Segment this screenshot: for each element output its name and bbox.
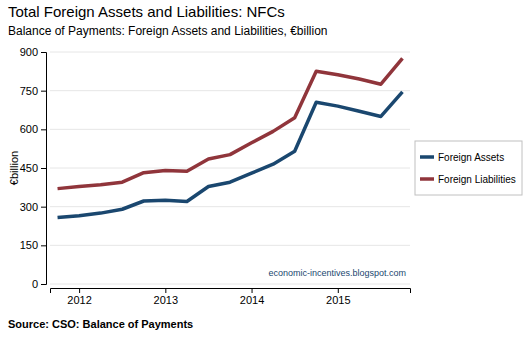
tick-mark <box>41 129 46 130</box>
x-tick: 2015 <box>326 288 350 306</box>
legend-swatch <box>420 177 434 181</box>
tick-label: 150 <box>20 239 38 251</box>
tick-label: 0 <box>32 278 38 290</box>
x-tick: 2012 <box>67 288 91 306</box>
y-tick: 750 <box>20 85 46 97</box>
y-tick: 0 <box>32 278 46 290</box>
tick-label: 450 <box>20 162 38 174</box>
grid-line <box>50 129 410 130</box>
grid-line <box>50 284 410 285</box>
y-tick: 300 <box>20 201 46 213</box>
tick-label: 300 <box>20 201 38 213</box>
tick-mark <box>79 288 80 293</box>
axis-line <box>41 53 47 285</box>
legend: Foreign Assets Foreign Liabilities <box>415 141 522 195</box>
annotation: economic-incentives.blogspot.com <box>268 268 406 278</box>
source: Source: CSO: Balance of Payments <box>8 318 193 330</box>
tick-mark <box>41 52 46 53</box>
tick-label: 2014 <box>240 294 264 306</box>
tick-mark <box>41 91 46 92</box>
grid-line <box>50 245 410 246</box>
tick-label: 750 <box>20 85 38 97</box>
tick-label: 900 <box>20 46 38 58</box>
legend-label: Foreign Liabilities <box>438 174 516 185</box>
tick-mark <box>165 288 166 293</box>
x-axis: 2012 2013 2014 2015 <box>51 288 411 306</box>
subtitle: Balance of Payments: Foreign Assets and … <box>8 24 328 38</box>
grid-line <box>50 206 410 207</box>
tick-label: 600 <box>20 123 38 135</box>
x-tick: 2014 <box>240 288 264 306</box>
tick-label: 2012 <box>67 294 91 306</box>
y-tick: 150 <box>20 239 46 251</box>
grid-line <box>50 52 410 53</box>
tick-mark <box>41 168 46 169</box>
y-axis: 0 150 300 450 600 750 900 <box>20 46 47 290</box>
grid <box>50 52 410 284</box>
title: Total Foreign Assets and Liabilities: NF… <box>8 3 285 20</box>
axis-line <box>51 289 411 294</box>
tick-mark <box>41 284 46 285</box>
y-tick: 450 <box>20 162 46 174</box>
series-line <box>58 58 403 188</box>
tick-mark <box>41 207 46 208</box>
y-axis-title: €billion <box>8 151 20 185</box>
tick-mark <box>338 288 339 293</box>
legend-box <box>415 141 522 195</box>
grid-line <box>50 168 410 169</box>
tick-label: 2015 <box>326 294 350 306</box>
legend-swatch <box>420 155 434 159</box>
legend-label: Foreign Assets <box>438 152 504 163</box>
chart: Total Foreign Assets and Liabilities: NF… <box>0 0 525 350</box>
grid-line <box>50 90 410 91</box>
y-tick: 600 <box>20 123 46 135</box>
tick-label: 2013 <box>154 294 178 306</box>
tick-mark <box>41 245 46 246</box>
tick-mark <box>252 288 253 293</box>
y-tick: 900 <box>20 46 46 58</box>
x-tick: 2013 <box>154 288 178 306</box>
plot-area <box>58 58 403 217</box>
background <box>0 0 525 350</box>
